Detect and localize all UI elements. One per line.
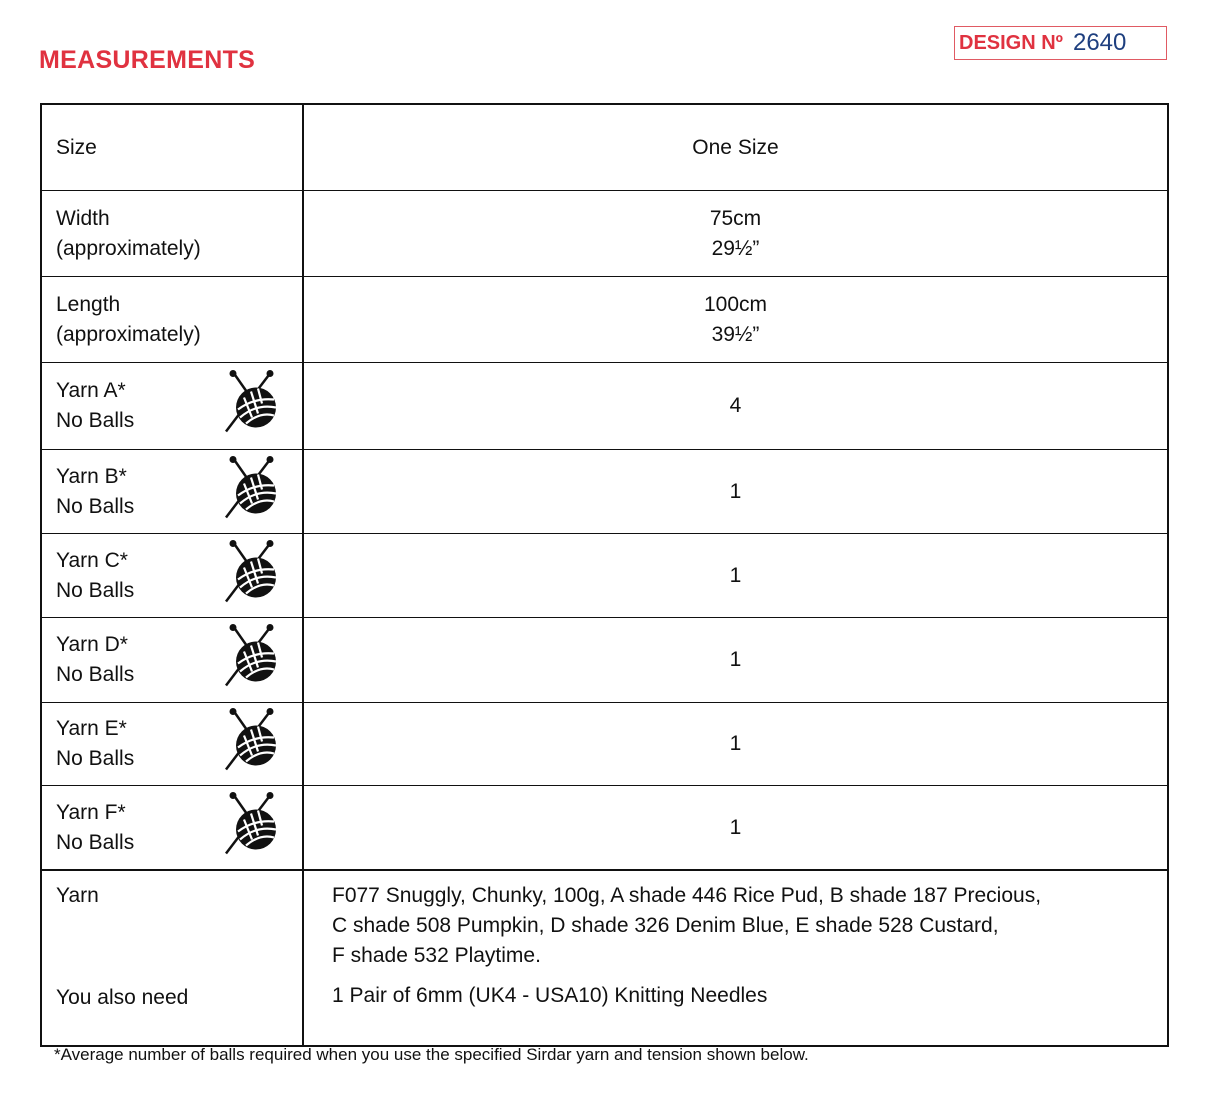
also-need-label: You also need: [56, 986, 189, 1009]
label-line-1: Yarn D*: [56, 633, 128, 656]
table-row: Length (approximately) 100cm 39½”: [41, 276, 1168, 363]
value-line-1: 1: [729, 815, 742, 839]
row-value: 1: [303, 785, 1168, 870]
table-row: Yarn B* No Balls 1: [41, 449, 1168, 534]
yarn-ball-needles-icon: [224, 624, 280, 697]
value-line-2: 29½”: [711, 236, 760, 260]
label-line-1: Yarn B*: [56, 464, 127, 488]
row-label: Length (approximately): [41, 276, 304, 363]
yarn-ball-needles-icon: [224, 539, 280, 612]
table-row: Yarn F* No Balls 1: [41, 785, 1168, 870]
table-row: Yarn A* No Balls 4: [41, 362, 1168, 450]
also-need-value: 1 Pair of 6mm (UK4 - USA10) Knitting Nee…: [332, 984, 768, 1007]
value-line-1: One Size: [692, 135, 779, 159]
design-number: 2640: [1072, 29, 1127, 56]
row-value: 1: [303, 702, 1168, 786]
label-line-2: No Balls: [56, 663, 135, 686]
label-line-1: Yarn A*: [56, 379, 126, 402]
value-line-1: 1: [729, 479, 742, 503]
label-line-2: No Balls: [56, 578, 135, 602]
yarn-line-1: F077 Snuggly, Chunky, 100g, A shade 446 …: [332, 884, 1042, 907]
table-row: Yarn C* No Balls 1: [41, 533, 1168, 618]
table-row: Width (approximately) 75cm 29½”: [41, 190, 1168, 277]
table-row: Size One Size: [41, 103, 1168, 191]
label-line-2: (approximately): [56, 236, 201, 260]
row-value: 75cm 29½”: [303, 190, 1168, 277]
value-line-1: 1: [729, 732, 742, 755]
row-value: 4: [303, 362, 1168, 450]
label-line-1: Width: [56, 206, 110, 230]
value-line-2: 39½”: [711, 322, 760, 346]
row-value: 1: [303, 533, 1168, 618]
row-value: One Size: [303, 103, 1168, 191]
value-line-1: 75cm: [709, 206, 762, 230]
row-label: Yarn B* No Balls: [41, 449, 304, 534]
design-number-box: DESIGN Nº 2640: [954, 26, 1167, 60]
table-row: Yarn E* No Balls 1: [41, 702, 1168, 786]
label-line-1: Yarn E*: [56, 717, 127, 740]
value-line-1: 1: [729, 648, 742, 671]
yarn-row: Yarn You also need F077 Snuggly, Chunky,…: [41, 869, 1168, 1046]
row-value: 100cm 39½”: [303, 276, 1168, 363]
label-line-2: (approximately): [56, 322, 201, 346]
row-label: Yarn E* No Balls: [41, 702, 304, 786]
label-line-1: Size: [56, 135, 97, 159]
yarn-ball-needles-icon: [224, 455, 280, 528]
yarn-label: Yarn: [56, 884, 99, 907]
label-line-2: No Balls: [56, 747, 135, 770]
yarn-ball-needles-icon: [224, 791, 280, 864]
row-label: Size: [41, 103, 304, 191]
row-label: Yarn D* No Balls: [41, 617, 304, 703]
measurements-table: Size One Size Width (approximately) 75cm 29½”…: [40, 103, 1169, 1047]
row-value: 1: [303, 449, 1168, 534]
row-label: Yarn F* No Balls: [41, 785, 304, 870]
yarn-ball-needles-icon: [224, 370, 280, 443]
row-label: Yarn A* No Balls: [41, 362, 304, 450]
value-line-1: 1: [729, 563, 742, 587]
design-label: DESIGN Nº: [959, 31, 1063, 54]
value-line-1: 100cm: [703, 292, 768, 316]
label-line-1: Yarn C*: [56, 548, 128, 572]
footnote: *Average number of balls required when y…: [54, 1045, 809, 1064]
page-title: MEASUREMENTS: [39, 46, 256, 74]
table-row: Yarn D* No Balls 1: [41, 617, 1168, 703]
row-value: 1: [303, 617, 1168, 703]
value-line-1: 4: [729, 394, 742, 417]
yarn-line-3: F shade 532 Playtime.: [332, 944, 541, 967]
row-label: Yarn C* No Balls: [41, 533, 304, 618]
row-label: Width (approximately): [41, 190, 304, 277]
label-line-2: No Balls: [56, 494, 135, 518]
label-line-1: Length: [56, 292, 121, 316]
label-line-2: No Balls: [56, 830, 135, 854]
label-line-1: Yarn F*: [56, 800, 126, 824]
yarn-line-2: C shade 508 Pumpkin, D shade 326 Denim B…: [332, 914, 999, 937]
label-line-2: No Balls: [56, 409, 135, 432]
yarn-ball-needles-icon: [224, 708, 280, 781]
